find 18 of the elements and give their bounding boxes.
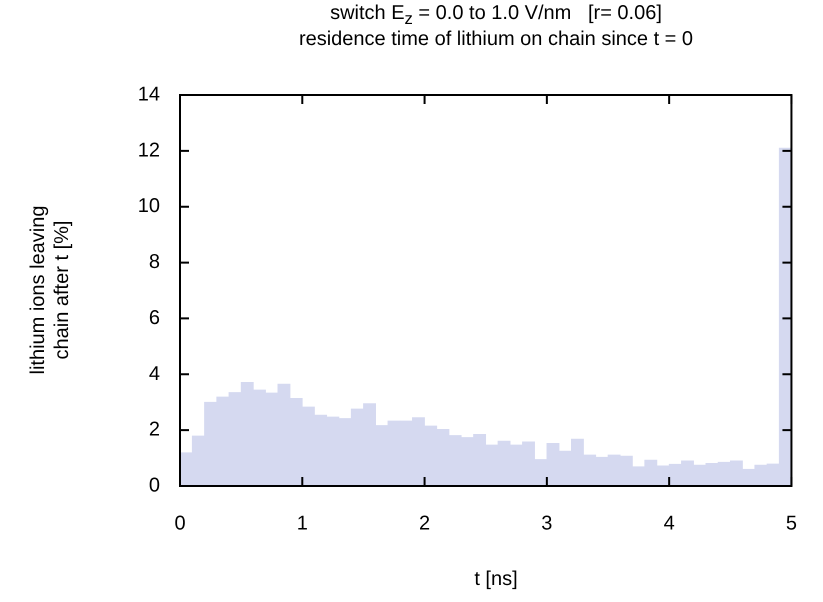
y-axis-title: lithium ions leaving chain after t [%]: [26, 206, 74, 374]
chart-title: switch E$_{z}$ = 0.0 to 1.0 V/nm [r= 0.06]: [329, 2, 663, 29]
y-tick-label: 4: [148, 362, 160, 385]
y-tick-label: 6: [148, 306, 160, 329]
y-tick-label: 2: [148, 418, 160, 441]
chart-subtitle: residence time of lithium on chain since t = 0: [298, 28, 694, 51]
y-tick-label: 10: [138, 195, 160, 218]
x-tick-label: 5: [786, 512, 797, 535]
y-tick-label: 8: [148, 251, 160, 274]
x-tick-label: 4: [664, 512, 675, 535]
y-tick-label: 14: [138, 84, 160, 106]
x-tick-label: 0: [174, 512, 186, 535]
y-tick-label: 0: [148, 474, 160, 497]
x-tick-label: 1: [296, 512, 308, 535]
x-tick-label: 2: [419, 512, 430, 535]
x-axis-title: t [ns]: [473, 568, 519, 591]
x-tick-label: 3: [541, 512, 552, 535]
y-tick-label: 12: [138, 139, 160, 162]
